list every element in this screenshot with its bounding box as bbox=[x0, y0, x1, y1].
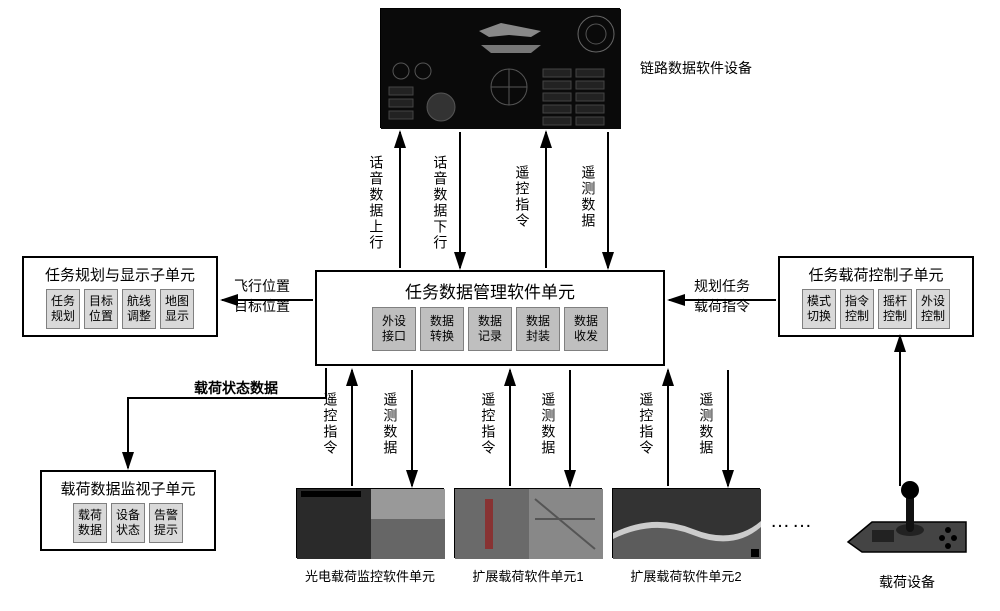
btn-map[interactable]: 地图 显示 bbox=[160, 289, 194, 329]
lbl-voice-up: 话音数据上行 bbox=[368, 155, 383, 251]
lbl-fly-pos: 飞行位置 bbox=[234, 276, 290, 296]
link-data-caption: 链路数据软件设备 bbox=[640, 58, 800, 78]
btn-record[interactable]: 数据 记录 bbox=[468, 307, 512, 351]
btn-device-status[interactable]: 设备 状态 bbox=[111, 503, 145, 543]
btn-route[interactable]: 航线 调整 bbox=[122, 289, 156, 329]
btn-peripheral[interactable]: 外设 接口 bbox=[372, 307, 416, 351]
payload-monitor-buttons: 载荷 数据 设备 状态 告警 提示 bbox=[48, 503, 208, 543]
btn-convert[interactable]: 数据 转换 bbox=[420, 307, 464, 351]
payload-monitor-unit: 载荷数据监视子单元 载荷 数据 设备 状态 告警 提示 bbox=[40, 470, 216, 551]
btn-txrx[interactable]: 数据 收发 bbox=[564, 307, 608, 351]
thumb-ext1-caption: 扩展载荷软件单元1 bbox=[454, 566, 602, 585]
central-title: 任务数据管理软件单元 bbox=[323, 278, 657, 303]
thumb-ext2-caption: 扩展载荷软件单元2 bbox=[612, 566, 760, 585]
central-unit: 任务数据管理软件单元 外设 接口 数据 转换 数据 记录 数据 封装 数据 收发 bbox=[315, 270, 665, 366]
thumb-eo bbox=[296, 488, 444, 558]
lbl-rc-b2: 遥控指令 bbox=[480, 392, 495, 456]
mission-plan-buttons: 任务 规划 目标 位置 航线 调整 地图 显示 bbox=[30, 289, 210, 329]
mission-plan-unit: 任务规划与显示子单元 任务 规划 目标 位置 航线 调整 地图 显示 bbox=[22, 256, 218, 337]
joystick-device bbox=[842, 480, 972, 560]
btn-cmd[interactable]: 指令 控制 bbox=[840, 289, 874, 329]
thumb-eo-caption: 光电载荷监控软件单元 bbox=[296, 566, 444, 585]
lbl-rc-b3: 遥控指令 bbox=[638, 392, 653, 456]
lbl-payload-status: 载荷状态数据 bbox=[194, 378, 278, 398]
lbl-tgt-pos: 目标位置 bbox=[234, 296, 290, 316]
joystick-caption: 载荷设备 bbox=[862, 572, 952, 592]
payload-control-buttons: 模式 切换 指令 控制 摇杆 控制 外设 控制 bbox=[786, 289, 966, 329]
thumb-ext1 bbox=[454, 488, 602, 558]
btn-plan[interactable]: 任务 规划 bbox=[46, 289, 80, 329]
link-data-screenshot bbox=[380, 8, 620, 128]
payload-control-title: 任务载荷控制子单元 bbox=[786, 264, 966, 285]
btn-mode[interactable]: 模式 切换 bbox=[802, 289, 836, 329]
thumb-ext2 bbox=[612, 488, 760, 558]
btn-target[interactable]: 目标 位置 bbox=[84, 289, 118, 329]
lbl-voice-down: 话音数据下行 bbox=[432, 155, 447, 251]
btn-joystick[interactable]: 摇杆 控制 bbox=[878, 289, 912, 329]
lbl-tm-b1: 遥测数据 bbox=[382, 392, 397, 456]
btn-payload-data[interactable]: 载荷 数据 bbox=[73, 503, 107, 543]
lbl-tm-top: 遥测数据 bbox=[580, 165, 595, 229]
lbl-tm-b2: 遥测数据 bbox=[540, 392, 555, 456]
btn-alarm[interactable]: 告警 提示 bbox=[149, 503, 183, 543]
mission-plan-title: 任务规划与显示子单元 bbox=[30, 264, 210, 285]
payload-monitor-title: 载荷数据监视子单元 bbox=[48, 478, 208, 499]
btn-periph[interactable]: 外设 控制 bbox=[916, 289, 950, 329]
btn-pack[interactable]: 数据 封装 bbox=[516, 307, 560, 351]
ellipsis: …… bbox=[770, 510, 814, 533]
lbl-plan-task: 规划任务 bbox=[694, 276, 750, 296]
lbl-payload-cmd: 载荷指令 bbox=[694, 296, 750, 316]
payload-control-unit: 任务载荷控制子单元 模式 切换 指令 控制 摇杆 控制 外设 控制 bbox=[778, 256, 974, 337]
lbl-rc-top: 遥控指令 bbox=[514, 165, 529, 229]
lbl-rc-b1: 遥控指令 bbox=[322, 392, 337, 456]
lbl-tm-b3: 遥测数据 bbox=[698, 392, 713, 456]
central-buttons: 外设 接口 数据 转换 数据 记录 数据 封装 数据 收发 bbox=[323, 307, 657, 351]
